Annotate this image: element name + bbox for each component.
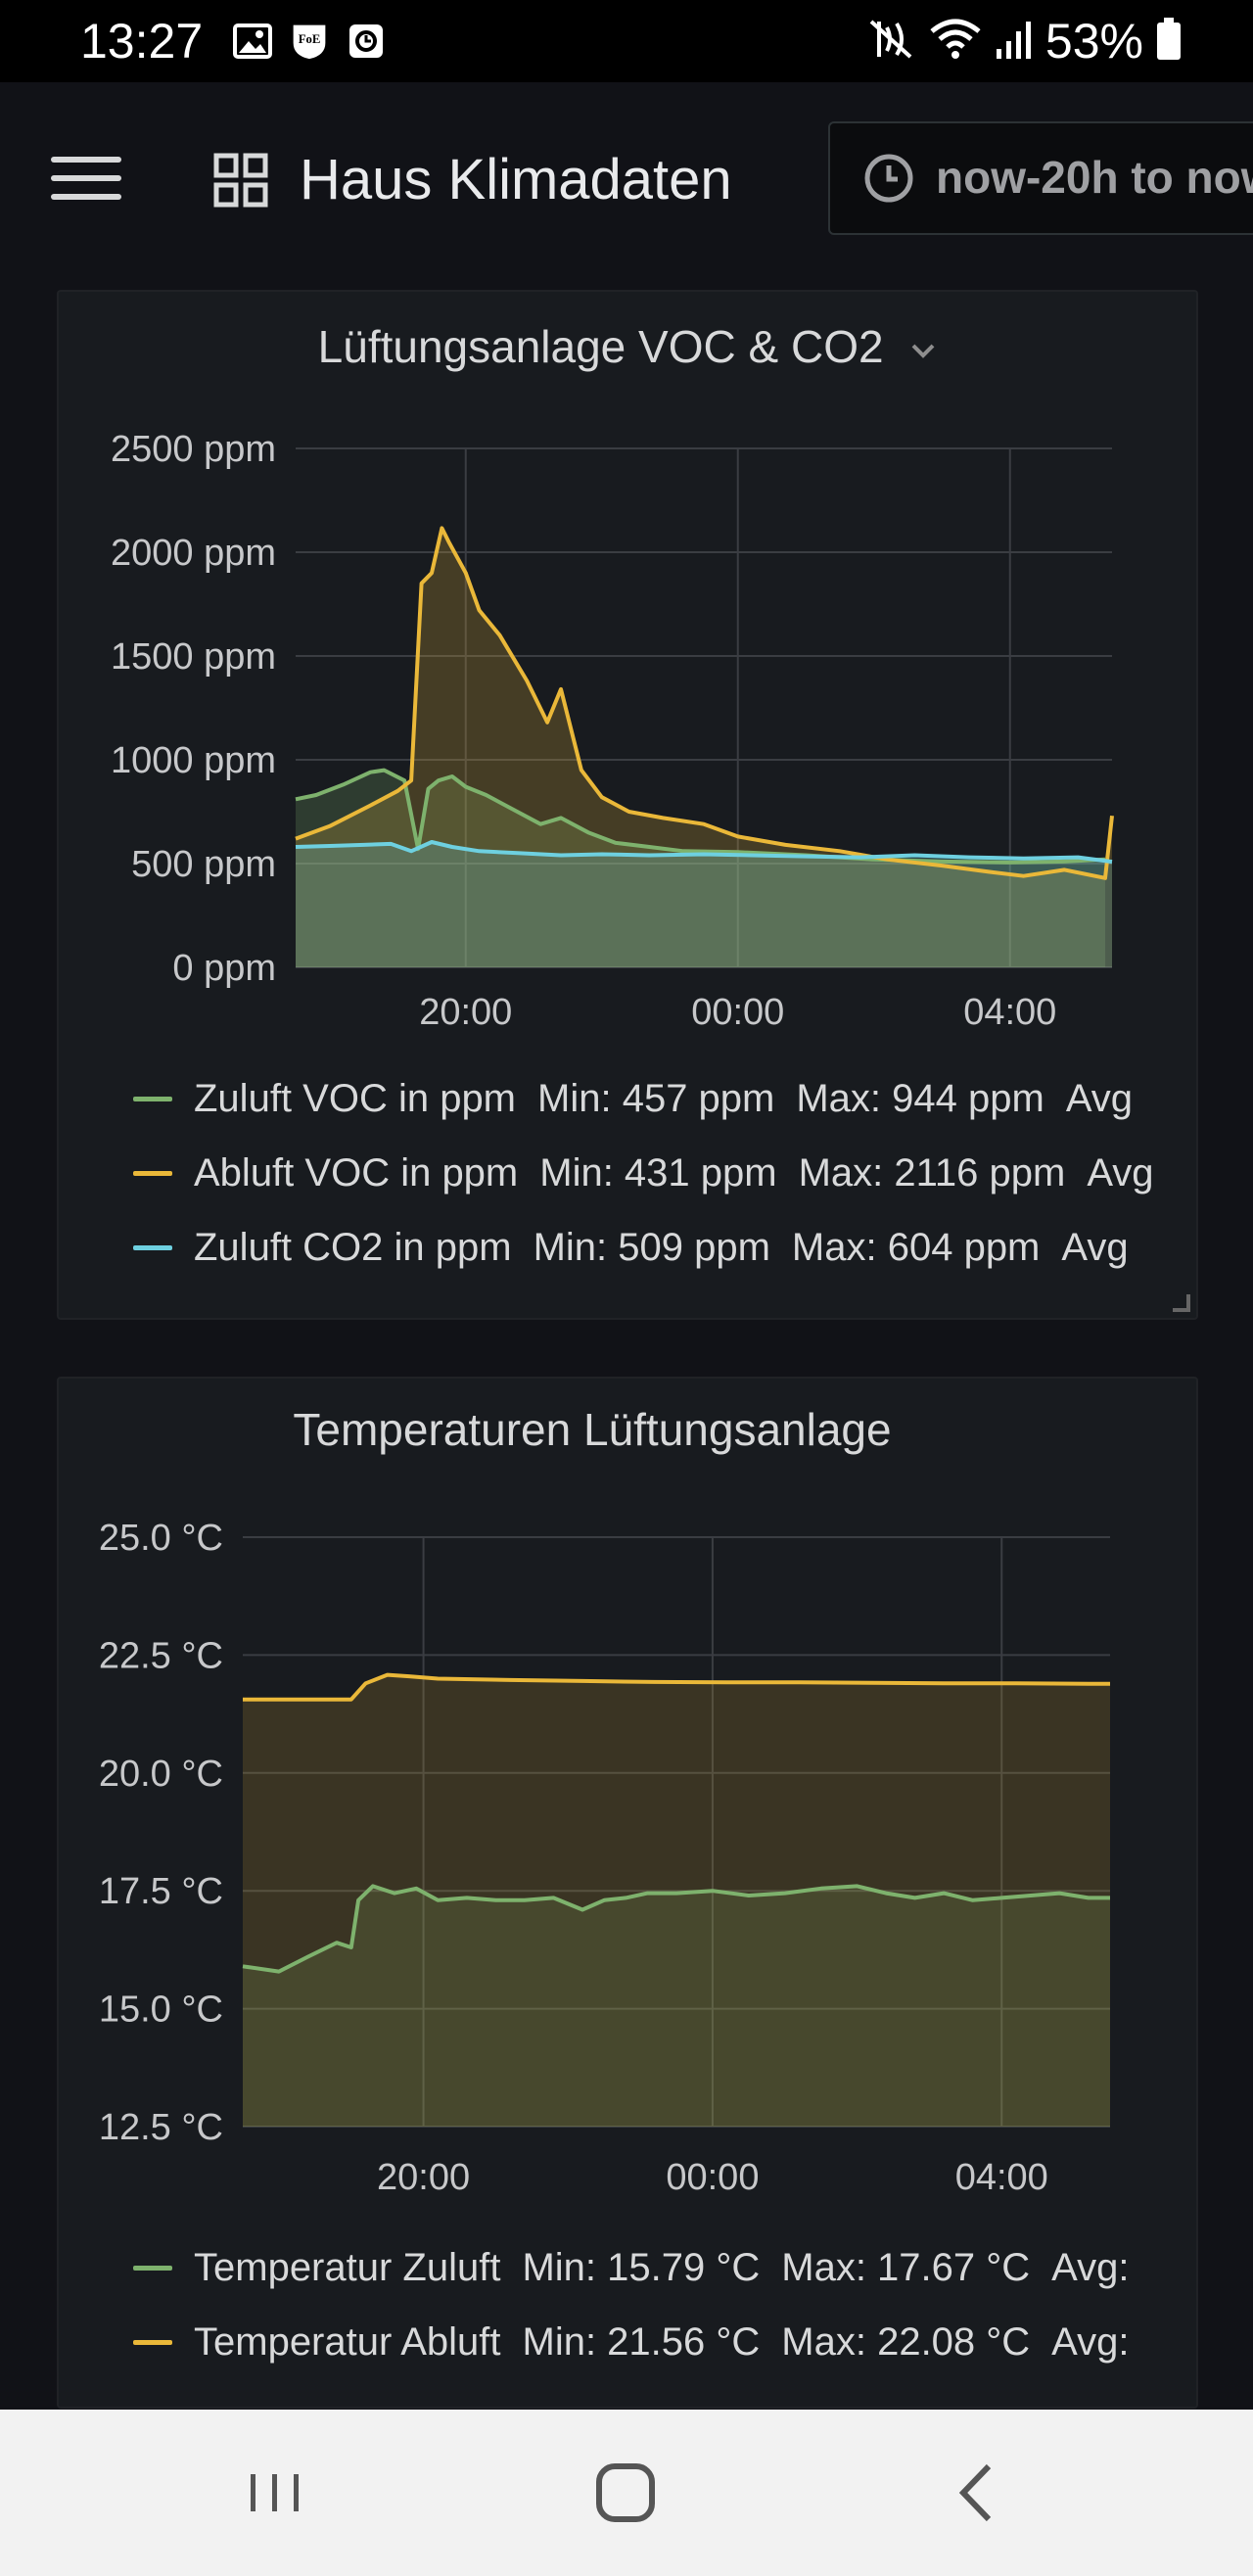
svg-text:FoE: FoE [299, 32, 321, 46]
legend-min: Min: 15.79 °C [522, 2245, 761, 2289]
status-time: 13:27 [80, 14, 204, 69]
y-tick-label: 1500 ppm [111, 636, 276, 678]
chevron-down-icon[interactable] [909, 341, 937, 360]
foe-app-icon: FoE [290, 22, 329, 61]
battery-icon [1155, 17, 1183, 66]
x-tick-label: 20:00 [419, 992, 512, 1033]
x-tick-label: 04:00 [955, 2157, 1048, 2198]
dashboard-grid-icon [213, 153, 268, 208]
panel-temperaturen: Temperaturen Lüftungsanlage 12.5 °C 15.0 … [57, 1377, 1198, 2409]
series-area [243, 1886, 1110, 2127]
legend-series-name: Temperatur Abluft [194, 2319, 501, 2364]
legend-avg: Avg: [1051, 2319, 1130, 2364]
mute-icon [867, 18, 916, 66]
clock-icon [864, 154, 913, 203]
panel-title-text: Lüftungsanlage VOC & CO2 [317, 321, 884, 372]
y-tick-label: 22.5 °C [99, 1635, 223, 1676]
y-tick-label: 17.5 °C [99, 1871, 223, 1912]
y-tick-label: 2000 ppm [111, 533, 276, 574]
chart-legend: Zuluft VOC in ppm Min: 457 ppm Max: 944 pp… [133, 1061, 1181, 1285]
android-nav-bar [0, 2410, 1253, 2576]
legend-color-swatch [133, 2339, 172, 2345]
dashboard-title[interactable]: Haus Klimadaten [300, 148, 732, 211]
legend-item[interactable]: Zuluft CO2 in ppm Min: 509 ppm Max: 604 pp… [133, 1210, 1181, 1285]
y-tick-label: 25.0 °C [99, 1518, 223, 1559]
wifi-icon [928, 18, 983, 66]
legend-avg: Avg [1065, 1076, 1134, 1120]
legend-series-name: Zuluft CO2 in ppm [194, 1225, 512, 1269]
series-area [296, 770, 1106, 967]
y-tick-label: 1000 ppm [111, 740, 276, 781]
dashboard-navbar: Haus Klimadaten now-20h to now [0, 82, 1253, 278]
legend-avg: Avg [1061, 1225, 1129, 1269]
y-tick-label: 500 ppm [131, 844, 276, 885]
panel-title[interactable]: Temperaturen Lüftungsanlage [59, 1398, 1126, 1461]
legend-avg: Avg [1087, 1150, 1154, 1194]
x-tick-label: 00:00 [691, 992, 784, 1033]
time-range-text: now-20h to now [936, 152, 1253, 203]
signal-icon [995, 18, 1034, 66]
panel-voc-co2: Lüftungsanlage VOC & CO2 0 ppm 500 ppm 100… [57, 290, 1198, 1320]
legend-min: Min: 457 ppm [537, 1076, 775, 1120]
status-right: 53% [867, 10, 1183, 72]
legend-color-swatch [133, 1244, 172, 1250]
resize-handle[interactable] [1173, 1294, 1190, 1312]
series-line [242, 1884, 1110, 1974]
legend-avg: Avg: [1051, 2245, 1130, 2289]
y-tick-label: 2500 ppm [111, 429, 276, 470]
legend-series-name: Abluft VOC in ppm [194, 1150, 519, 1194]
legend-max: Max: 944 ppm [796, 1076, 1044, 1120]
legend-color-swatch [133, 2265, 172, 2271]
recent-apps-button[interactable] [231, 2449, 319, 2537]
legend-max: Max: 17.67 °C [781, 2245, 1031, 2289]
legend-min: Min: 509 ppm [533, 1225, 770, 1269]
battery-percentage: 53% [1044, 14, 1143, 69]
x-tick-label: 20:00 [377, 2157, 470, 2198]
y-tick-label: 12.5 °C [99, 2107, 223, 2148]
home-button[interactable] [581, 2449, 670, 2537]
image-icon [233, 22, 272, 61]
status-bar: 13:27 FoE 53% [0, 0, 1253, 82]
series-line [295, 526, 1114, 880]
legend-series-name: Temperatur Zuluft [194, 2245, 501, 2289]
legend-min: Min: 21.56 °C [522, 2319, 761, 2364]
voc-co2-chart: 0 ppm 500 ppm 1000 ppm 1500 ppm 2000 ppm 2500… [111, 429, 1114, 1033]
legend-max: Max: 604 ppm [791, 1225, 1041, 1269]
legend-series-name: Zuluft VOC in ppm [194, 1076, 517, 1120]
series-line [295, 840, 1113, 865]
clock-app-icon [347, 22, 386, 61]
x-tick-label: 00:00 [666, 2157, 759, 2198]
legend-item[interactable]: Abluft VOC in ppm Min: 431 ppm Max: 2116 p… [133, 1136, 1181, 1210]
y-tick-label: 0 ppm [172, 948, 276, 989]
legend-item[interactable]: Zuluft VOC in ppm Min: 457 ppm Max: 944 pp… [133, 1061, 1181, 1136]
legend-max: Max: 2116 ppm [798, 1150, 1066, 1194]
chart-legend: Temperatur Zuluft Min: 15.79 °C Max: 17.67… [133, 2230, 1181, 2379]
legend-min: Min: 431 ppm [539, 1150, 777, 1194]
legend-item[interactable]: Temperatur Zuluft Min: 15.79 °C Max: 17.67… [133, 2230, 1181, 2305]
series-area [243, 1674, 1110, 2127]
panel-title[interactable]: Lüftungsanlage VOC & CO2 [59, 315, 1196, 378]
x-tick-label: 04:00 [963, 992, 1056, 1033]
back-button[interactable] [934, 2449, 1022, 2537]
y-tick-label: 20.0 °C [99, 1754, 223, 1795]
legend-max: Max: 22.08 °C [781, 2319, 1031, 2364]
temperature-chart: 12.5 °C 15.0 °C 17.5 °C 20.0 °C 22.5 °C 25.0 … [99, 1518, 1110, 2198]
time-range-picker[interactable]: now-20h to now [828, 121, 1253, 235]
series-line [243, 1672, 1110, 1702]
legend-color-swatch [133, 1170, 172, 1176]
panel-title-text: Temperaturen Lüftungsanlage [293, 1404, 892, 1455]
y-tick-label: 15.0 °C [99, 1990, 223, 2031]
series-area [296, 842, 1112, 967]
legend-color-swatch [133, 1096, 172, 1101]
hamburger-menu-icon[interactable] [51, 157, 121, 204]
legend-item[interactable]: Temperatur Abluft Min: 21.56 °C Max: 22.08… [133, 2305, 1181, 2379]
notification-icons: FoE [233, 20, 386, 63]
